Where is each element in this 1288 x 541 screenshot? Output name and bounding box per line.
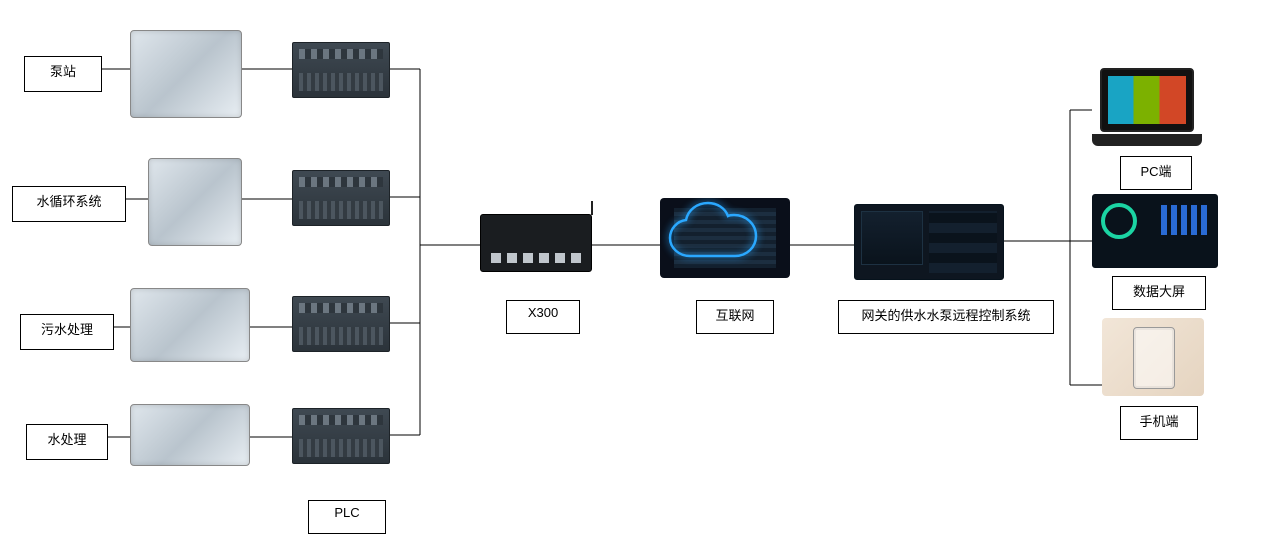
source-illus-water_treat bbox=[130, 404, 248, 464]
target-label-bigscreen: 数据大屏 bbox=[1112, 276, 1206, 310]
mobile-icon bbox=[1102, 318, 1204, 396]
gateway-icon bbox=[480, 214, 592, 272]
plc-unit-3 bbox=[292, 408, 388, 462]
laptop-icon bbox=[1092, 68, 1202, 146]
target-label-pc: PC端 bbox=[1120, 156, 1192, 190]
dashboard-icon bbox=[854, 204, 1004, 280]
source-illus-water_cycle bbox=[148, 158, 240, 244]
source-label-water_treat: 水处理 bbox=[26, 424, 108, 460]
water_treat-icon bbox=[130, 404, 250, 466]
plc-icon bbox=[292, 42, 390, 98]
data-screen-icon bbox=[1092, 194, 1218, 268]
gateway-label: X300 bbox=[506, 300, 580, 334]
target-mobile bbox=[1102, 318, 1204, 396]
source-label-sewage: 污水处理 bbox=[20, 314, 114, 350]
plc-unit-0 bbox=[292, 42, 388, 96]
target-bigscreen bbox=[1092, 194, 1216, 266]
cloud-icon bbox=[660, 198, 790, 278]
plc-unit-1 bbox=[292, 170, 388, 224]
control-system-node bbox=[854, 204, 1002, 278]
target-pc bbox=[1092, 68, 1202, 146]
pump_station-icon bbox=[130, 30, 242, 118]
internet-label: 互联网 bbox=[696, 300, 774, 334]
control-system-label: 网关的供水水泵远程控制系统 bbox=[838, 300, 1054, 334]
source-illus-pump_station bbox=[130, 30, 240, 116]
target-label-mobile: 手机端 bbox=[1120, 406, 1198, 440]
plc-label: PLC bbox=[308, 500, 386, 534]
architecture-diagram: { "canvas": { "width": 1288, "height": 5… bbox=[0, 0, 1288, 541]
source-illus-sewage bbox=[130, 288, 248, 360]
source-label-pump_station: 泵站 bbox=[24, 56, 102, 92]
plc-icon bbox=[292, 170, 390, 226]
water_cycle-icon bbox=[148, 158, 242, 246]
plc-unit-2 bbox=[292, 296, 388, 350]
gateway-node bbox=[480, 214, 590, 270]
plc-icon bbox=[292, 408, 390, 464]
source-label-water_cycle: 水循环系统 bbox=[12, 186, 126, 222]
plc-icon bbox=[292, 296, 390, 352]
internet-node bbox=[660, 198, 790, 278]
sewage-icon bbox=[130, 288, 250, 362]
